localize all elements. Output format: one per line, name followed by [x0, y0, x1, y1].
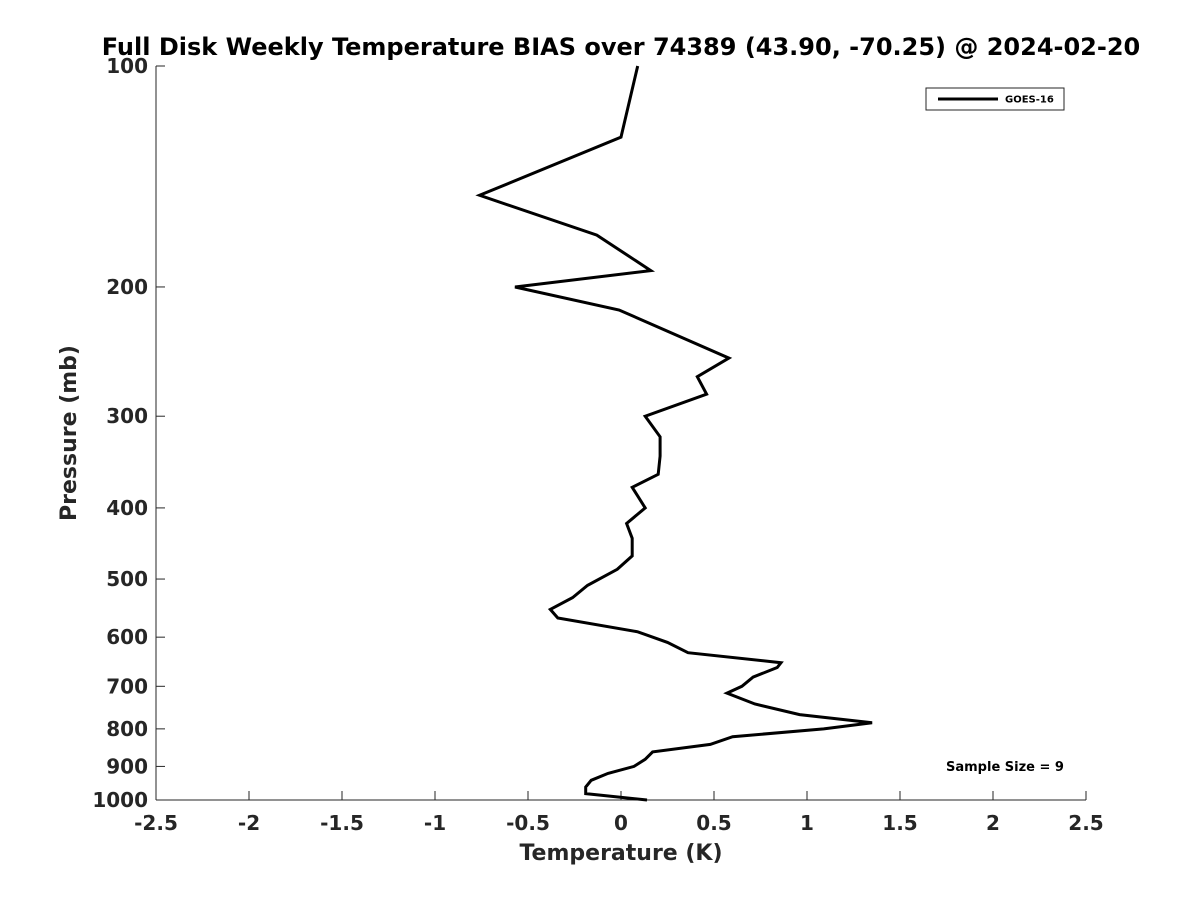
y-tick-label: 200	[106, 275, 148, 299]
y-tick-label: 300	[106, 404, 148, 428]
x-tick-label: -0.5	[506, 811, 550, 835]
x-tick-label: 2	[986, 811, 1000, 835]
legend-label-goes-16: GOES-16	[1005, 95, 1054, 106]
y-tick-label: 700	[106, 674, 148, 698]
y-tick-label: 500	[106, 567, 148, 591]
x-tick-label: -2.5	[134, 811, 178, 835]
y-tick-label: 400	[106, 496, 148, 520]
y-axis-label: Pressure (mb)	[57, 345, 82, 521]
y-tick-label: 600	[106, 625, 148, 649]
sample-size-annotation: Sample Size = 9	[946, 760, 1064, 775]
y-tick-label: 100	[106, 54, 148, 78]
plot-axes	[155, 66, 1086, 801]
y-axis-ticks: 100 200 300 400 500 600 700 800 900 1000	[92, 54, 165, 812]
x-tick-label: 2.5	[1068, 811, 1103, 835]
x-tick-label: 1.5	[882, 811, 917, 835]
y-tick-label: 1000	[92, 788, 148, 812]
x-tick-label: -1.5	[320, 811, 364, 835]
x-axis-ticks: -2.5 -2 -1.5 -1 -0.5 0 0.5 1 1.5 2 2.5	[134, 791, 1104, 835]
x-tick-label: 0	[614, 811, 628, 835]
y-tick-label: 900	[106, 754, 148, 778]
y-tick-label: 800	[106, 717, 148, 741]
x-tick-label: 1	[800, 811, 814, 835]
x-axis-label: Temperature (K)	[519, 841, 722, 866]
series-line-goes-16	[475, 65, 873, 802]
x-tick-label: 0.5	[696, 811, 731, 835]
chart-title: Full Disk Weekly Temperature BIAS over 7…	[102, 33, 1141, 61]
x-tick-label: -1	[424, 811, 446, 835]
legend: GOES-16	[925, 87, 1065, 111]
x-tick-label: -2	[238, 811, 260, 835]
series-layer	[475, 65, 873, 802]
